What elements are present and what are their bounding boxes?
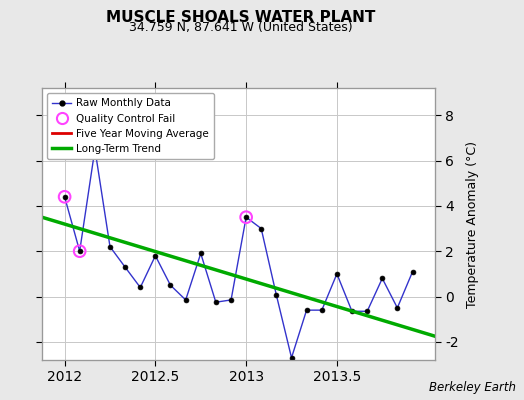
Y-axis label: Temperature Anomaly (°C): Temperature Anomaly (°C) xyxy=(466,140,479,308)
Point xyxy=(60,194,69,200)
Text: 34.759 N, 87.641 W (United States): 34.759 N, 87.641 W (United States) xyxy=(129,21,353,34)
Text: MUSCLE SHOALS WATER PLANT: MUSCLE SHOALS WATER PLANT xyxy=(106,10,376,25)
Text: Berkeley Earth: Berkeley Earth xyxy=(429,381,516,394)
Point xyxy=(242,214,250,220)
Legend: Raw Monthly Data, Quality Control Fail, Five Year Moving Average, Long-Term Tren: Raw Monthly Data, Quality Control Fail, … xyxy=(47,93,214,159)
Point xyxy=(75,248,84,254)
